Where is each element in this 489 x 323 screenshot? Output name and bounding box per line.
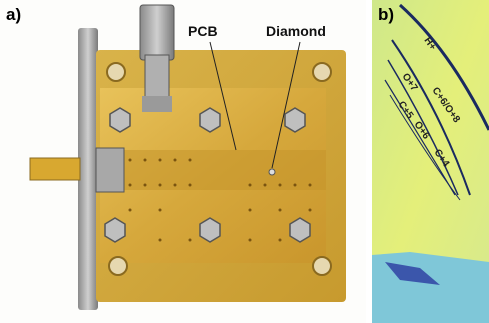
blue-region: [372, 252, 489, 323]
panel-label: a): [6, 5, 21, 24]
annotation: Diamond: [266, 23, 326, 39]
metal-plate: [78, 28, 98, 310]
trace: [100, 150, 326, 190]
panel-b: b) H+ C+6/O+8 O+7 C+5 O+6 C+4: [372, 0, 489, 323]
annotation: PCB: [188, 23, 218, 39]
diamond-sample: [269, 169, 275, 175]
top-connector: [140, 5, 174, 112]
panel-a: a) PCB Diamond: [0, 0, 366, 323]
figure: a) PCB Diamond b) H+ C+6/O+8 O+7 C+5 O+6…: [0, 0, 489, 323]
panel-label: b): [378, 5, 394, 24]
